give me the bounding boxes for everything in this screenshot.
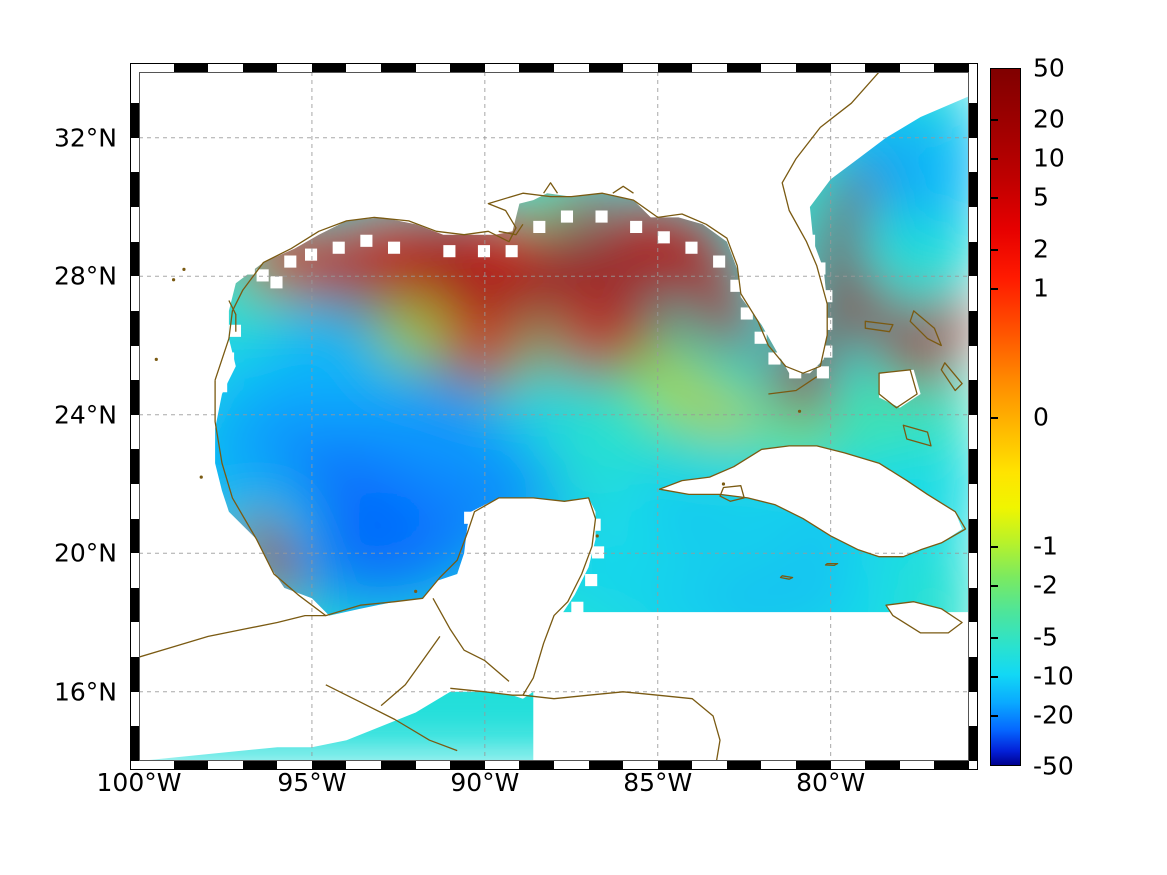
frame-left: [130, 72, 139, 761]
coastline-layer: [139, 72, 969, 761]
frame-checker-block: [450, 761, 485, 770]
frame-checker-block: [934, 63, 969, 72]
lat-tick-label: 24°N: [53, 400, 117, 430]
frame-checker-block: [381, 761, 416, 770]
colorbar-tick-label: 5: [1033, 182, 1049, 212]
lon-tick-label: 95°W: [277, 768, 347, 797]
frame-checker-block: [130, 657, 139, 692]
frame-checker-block: [130, 518, 139, 554]
frame-checker-block: [969, 518, 978, 554]
frame-checker-block: [381, 63, 416, 72]
lat-tick-label: 32°N: [53, 123, 117, 153]
map-plot-area[interactable]: [139, 72, 969, 761]
colorbar-tick-label: -20: [1033, 700, 1074, 730]
frame-checker-block: [657, 761, 693, 770]
frame-checker-block: [450, 63, 485, 72]
frame-checker-block: [969, 172, 978, 208]
lat-tick-label: 20°N: [53, 538, 117, 568]
frame-checker-block: [519, 761, 554, 770]
map-axes[interactable]: [130, 63, 978, 770]
frame-checker-block: [242, 761, 278, 770]
frame-checker-block: [311, 63, 347, 72]
lon-tick-label: 100°W: [96, 768, 182, 797]
frame-checker-block: [969, 241, 978, 277]
frame-checker-block: [130, 726, 139, 761]
frame-checker-block: [130, 310, 139, 346]
frame-checker-block: [865, 63, 900, 72]
lon-tick-label: 90°W: [450, 768, 520, 797]
colorbar-tick-label: -10: [1033, 661, 1074, 691]
colorbar-tick-label: 2: [1033, 234, 1049, 264]
frame-bottom: [130, 761, 978, 770]
graticule-layer: [139, 72, 969, 761]
frame-checker-block: [969, 726, 978, 761]
frame-top: [130, 63, 978, 72]
colorbar-tick-label: -5: [1033, 622, 1058, 652]
frame-checker-block: [726, 761, 762, 770]
colorbar-tick-label: -50: [1033, 751, 1074, 781]
colorbar-tick-label: 50: [1033, 53, 1065, 83]
frame-checker-block: [130, 449, 139, 484]
frame-checker-block: [242, 63, 278, 72]
frame-checker-block: [934, 761, 969, 770]
frame-checker-block: [130, 103, 139, 138]
frame-checker-block: [969, 657, 978, 692]
colorbar-tick-label: 10: [1033, 143, 1065, 173]
colorbar-tick-label: -1: [1033, 531, 1058, 561]
frame-checker-block: [130, 241, 139, 277]
frame-checker-block: [130, 172, 139, 208]
frame-checker-block: [969, 380, 978, 415]
colorbar-gradient: [990, 68, 1021, 766]
colorbar-tick-label: -2: [1033, 570, 1058, 600]
lat-tick-label: 16°N: [53, 677, 117, 707]
colorbar-tick-label: 1: [1033, 273, 1049, 303]
frame-checker-block: [519, 63, 554, 72]
frame-checker-block: [796, 761, 831, 770]
frame-checker-block: [311, 761, 347, 770]
frame-checker-block: [969, 103, 978, 138]
frame-checker-block: [969, 587, 978, 623]
frame-checker-block: [796, 63, 831, 72]
colorbar-tick-label: 20: [1033, 104, 1065, 134]
frame-checker-block: [969, 310, 978, 346]
frame-checker-block: [130, 587, 139, 623]
frame-checker-block: [173, 63, 209, 72]
frame-checker-block: [726, 63, 762, 72]
lon-tick-label: 85°W: [623, 768, 693, 797]
frame-checker-block: [173, 761, 209, 770]
frame-checker-block: [588, 761, 624, 770]
frame-checker-block: [130, 380, 139, 415]
frame-checker-block: [657, 63, 693, 72]
colorbar-tick-label: 0: [1033, 402, 1049, 432]
lon-tick-label: 80°W: [796, 768, 866, 797]
frame-checker-block: [588, 63, 624, 72]
lat-tick-label: 28°N: [53, 261, 117, 291]
frame-checker-block: [865, 761, 900, 770]
frame-checker-block: [969, 449, 978, 484]
frame-right: [969, 72, 978, 761]
colorbar[interactable]: [990, 68, 1021, 766]
